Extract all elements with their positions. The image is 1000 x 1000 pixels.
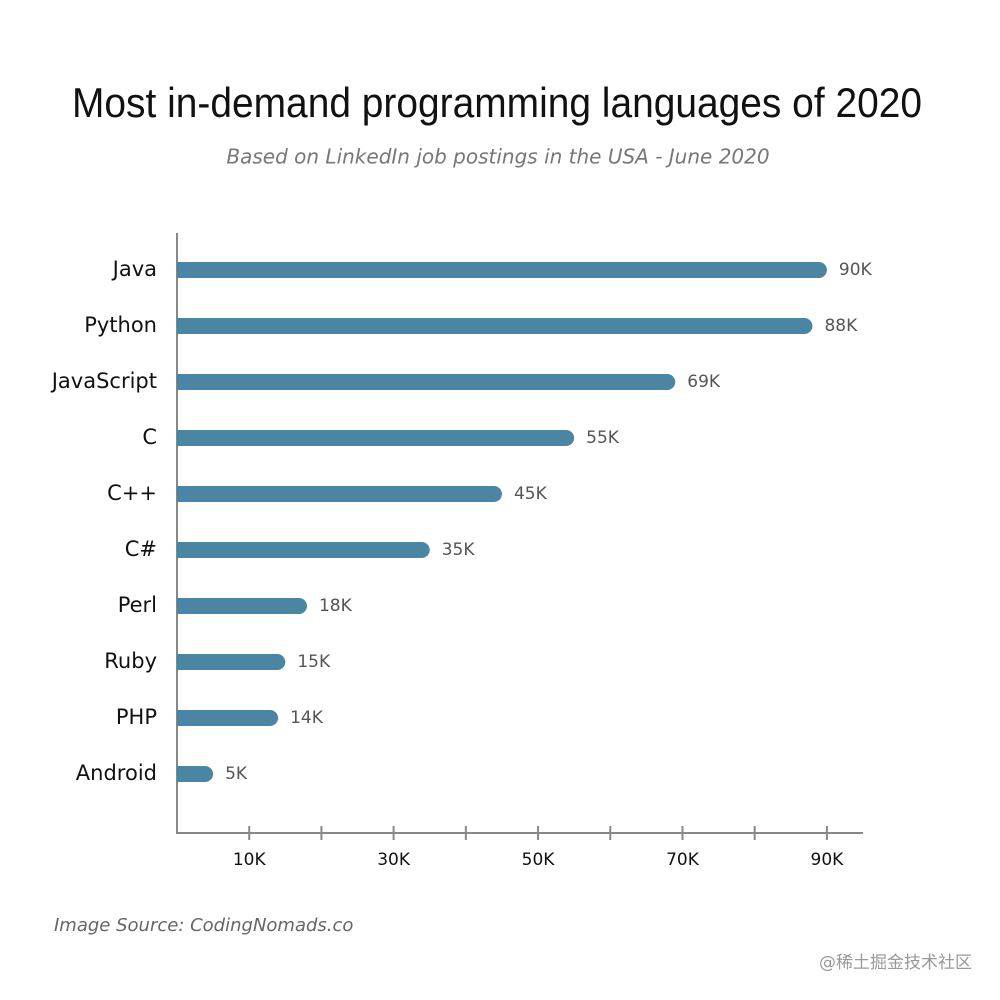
bar (177, 542, 430, 558)
value-label: 69K (687, 372, 721, 392)
value-label: 88K (824, 316, 858, 336)
bar (177, 654, 286, 670)
value-label: 14K (290, 708, 324, 728)
value-label: 18K (319, 596, 353, 616)
value-label: 45K (514, 484, 548, 504)
x-tick-label: 10K (233, 850, 267, 870)
y-tick-label: Java (111, 257, 157, 281)
y-tick-label: Ruby (104, 649, 157, 673)
x-tick-label: 30K (377, 850, 411, 870)
value-label: 90K (839, 260, 873, 280)
chart-subtitle: Based on LinkedIn job postings in the US… (226, 145, 769, 169)
y-tick-label: C++ (107, 481, 157, 505)
bar (177, 430, 575, 446)
chart-title: Most in-demand programming languages of … (72, 79, 922, 126)
y-tick-label: PHP (116, 705, 157, 729)
value-label: 15K (297, 652, 331, 672)
y-tick-label: C (142, 425, 157, 449)
y-tick-label: C# (125, 537, 157, 561)
bar (177, 598, 307, 614)
bar (177, 262, 827, 278)
bar (177, 710, 279, 726)
y-tick-label: Android (76, 761, 157, 785)
y-tick-label: Python (84, 313, 157, 337)
value-label: 35K (442, 540, 476, 560)
bar (177, 766, 214, 782)
value-label: 55K (586, 428, 620, 448)
y-tick-label: JavaScript (50, 369, 157, 393)
bar (177, 486, 502, 502)
bar (177, 318, 813, 334)
x-tick-label: 90K (811, 850, 845, 870)
source-note: Image Source: CodingNomads.co (54, 915, 353, 936)
watermark: @稀土掘金技术社区 (819, 953, 972, 973)
x-tick-label: 70K (666, 850, 700, 870)
x-tick-label: 50K (522, 850, 556, 870)
value-label: 5K (225, 764, 248, 784)
bar (177, 374, 676, 390)
y-tick-label: Perl (118, 593, 157, 617)
